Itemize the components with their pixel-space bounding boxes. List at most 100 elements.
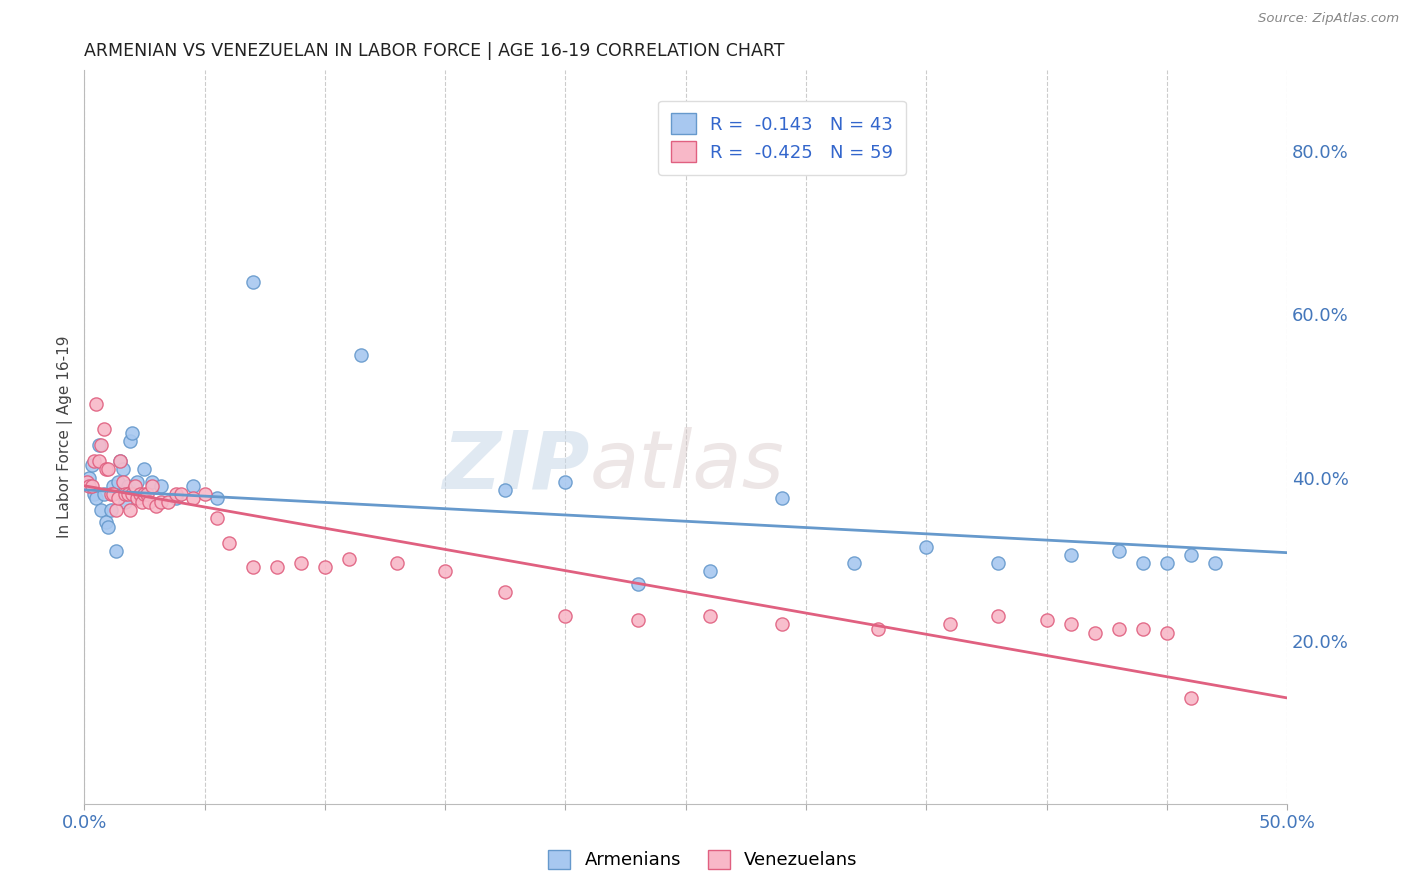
Point [494, 483, 516, 497]
Point [107, 475, 129, 489]
Point [94, 462, 117, 476]
Text: Source: ZipAtlas.com: Source: ZipAtlas.com [1258, 12, 1399, 25]
Point [626, 576, 648, 591]
Legend: R =  -0.143   N = 43, R =  -0.425   N = 59: R = -0.143 N = 43, R = -0.425 N = 59 [658, 101, 905, 175]
Point [150, 495, 173, 509]
Point [1059, 617, 1081, 632]
Point [135, 487, 157, 501]
Point [97, 462, 120, 476]
Text: ARMENIAN VS VENEZUELAN IN LABOR FORCE | AGE 16-19 CORRELATION CHART: ARMENIAN VS VENEZUELAN IN LABOR FORCE | … [84, 42, 785, 60]
Point [242, 560, 264, 574]
Point [101, 487, 124, 501]
Point [76, 475, 98, 489]
Point [124, 479, 146, 493]
Point [987, 609, 1010, 624]
Point [181, 479, 204, 493]
Point [101, 479, 124, 493]
Point [385, 556, 408, 570]
Point [93, 422, 115, 436]
Point [138, 495, 160, 509]
Point [86, 491, 108, 505]
Point [987, 556, 1010, 570]
Point [121, 487, 143, 501]
Point [80, 458, 103, 473]
Point [90, 503, 112, 517]
Point [86, 397, 108, 411]
Point [770, 491, 793, 505]
Point [242, 275, 264, 289]
Point [1132, 622, 1154, 636]
Point [554, 609, 576, 624]
Point [1156, 625, 1178, 640]
Point [1132, 556, 1154, 570]
Point [111, 475, 134, 489]
Point [100, 487, 122, 501]
Point [134, 487, 156, 501]
Point [104, 544, 127, 558]
Text: ZIP: ZIP [441, 427, 589, 505]
Point [80, 479, 103, 493]
Point [83, 454, 105, 468]
Point [118, 434, 141, 448]
Point [141, 479, 163, 493]
Point [134, 462, 156, 476]
Point [1108, 544, 1130, 558]
Point [90, 438, 112, 452]
Legend: Armenians, Venezuelans: Armenians, Venezuelans [540, 841, 866, 879]
Point [626, 614, 648, 628]
Point [165, 491, 187, 505]
Point [494, 585, 516, 599]
Point [118, 503, 141, 517]
Point [314, 560, 336, 574]
Point [117, 479, 139, 493]
Point [114, 487, 136, 501]
Point [1180, 690, 1202, 705]
Point [181, 491, 204, 505]
Point [100, 503, 122, 517]
Point [1108, 622, 1130, 636]
Point [93, 487, 115, 501]
Point [77, 470, 100, 484]
Point [699, 609, 721, 624]
Point [350, 348, 373, 362]
Point [141, 475, 163, 489]
Point [150, 479, 173, 493]
Point [434, 565, 457, 579]
Point [868, 622, 890, 636]
Point [127, 475, 149, 489]
Point [131, 495, 153, 509]
Point [266, 560, 288, 574]
Point [169, 487, 191, 501]
Point [87, 438, 110, 452]
Point [290, 556, 312, 570]
Point [1180, 548, 1202, 562]
Point [110, 454, 132, 468]
Point [205, 491, 228, 505]
Point [97, 519, 120, 533]
Point [939, 617, 962, 632]
Point [83, 487, 105, 501]
Point [770, 617, 793, 632]
Point [193, 487, 215, 501]
Point [554, 475, 576, 489]
Point [157, 495, 180, 509]
Point [842, 556, 865, 570]
Point [1035, 614, 1057, 628]
Point [1204, 556, 1226, 570]
Point [114, 495, 136, 509]
Point [94, 516, 117, 530]
Point [218, 536, 240, 550]
Text: atlas: atlas [589, 427, 785, 505]
Point [205, 511, 228, 525]
Y-axis label: In Labor Force | Age 16-19: In Labor Force | Age 16-19 [58, 335, 73, 538]
Point [1156, 556, 1178, 570]
Point [915, 540, 938, 554]
Point [111, 462, 134, 476]
Point [77, 479, 100, 493]
Point [107, 491, 129, 505]
Point [699, 565, 721, 579]
Point [117, 487, 139, 501]
Point [121, 425, 143, 440]
Point [128, 487, 150, 501]
Point [110, 454, 132, 468]
